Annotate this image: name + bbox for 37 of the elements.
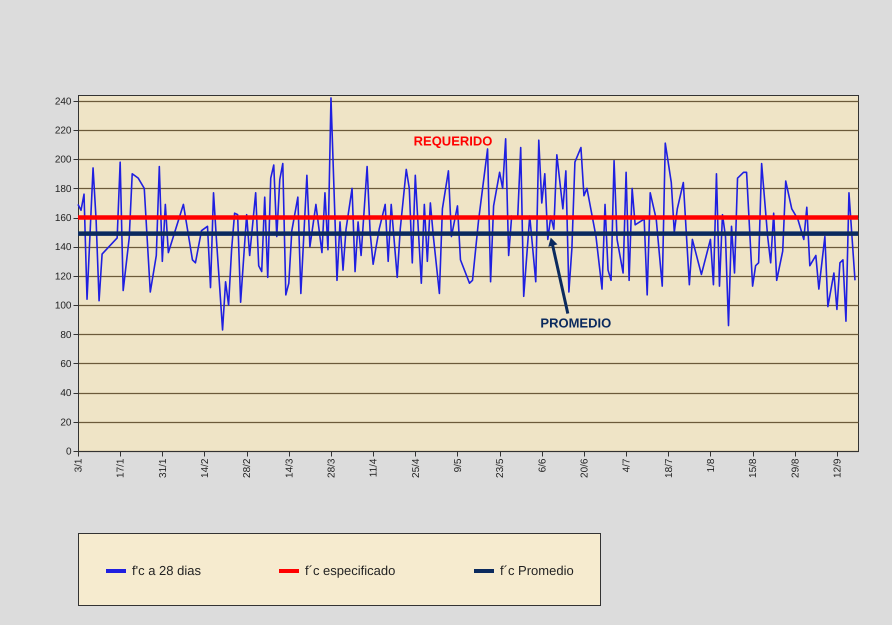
y-tick-label: 20 — [60, 417, 72, 428]
y-tick-label: 0 — [66, 446, 72, 458]
legend-label: f´c especificado — [305, 563, 396, 578]
x-tick-label: 1/8 — [706, 458, 717, 472]
x-tick-label: 11/4 — [368, 458, 380, 478]
y-tick-label: 40 — [60, 388, 72, 400]
x-tick-label: 31/1 — [158, 458, 169, 478]
x-tick-label: 14/3 — [284, 458, 296, 478]
y-tick-label: 120 — [54, 271, 72, 282]
x-tick-label: 17/1 — [116, 458, 127, 478]
x-tick-label: 28/3 — [326, 458, 338, 478]
x-tick-label: 20/6 — [579, 458, 590, 478]
y-tick-label: 140 — [54, 242, 72, 254]
x-tick-label: 23/5 — [495, 458, 506, 478]
y-tick-label: 180 — [54, 184, 72, 195]
legend-label: f'c a 28 dias — [132, 563, 202, 578]
y-tick-label: 60 — [60, 358, 72, 370]
x-tick-label: 28/2 — [242, 458, 254, 478]
y-tick-label: 160 — [54, 213, 72, 224]
x-tick-label: 4/7 — [622, 458, 633, 472]
x-tick-label: 6/6 — [537, 458, 548, 472]
y-tick-label: 80 — [60, 330, 72, 341]
annotation: REQUERIDO — [414, 134, 492, 149]
y-tick-label: 220 — [54, 126, 72, 137]
x-tick-label: 29/8 — [790, 458, 802, 478]
x-tick-label: 25/4 — [410, 458, 422, 478]
x-tick-label: 9/5 — [452, 458, 464, 472]
x-tick-label: 15/8 — [748, 458, 760, 478]
annotation: PROMEDIO — [540, 316, 612, 331]
x-tick-label: 18/7 — [664, 458, 675, 478]
y-tick-label: 240 — [54, 96, 72, 108]
x-tick-label: 12/9 — [832, 458, 844, 478]
legend-label: f´c Promedio — [500, 563, 574, 578]
y-tick-label: 100 — [54, 300, 72, 312]
y-tick-label: 200 — [54, 154, 72, 166]
x-tick-label: 14/2 — [200, 458, 211, 478]
x-tick-label: 3/1 — [74, 458, 84, 472]
